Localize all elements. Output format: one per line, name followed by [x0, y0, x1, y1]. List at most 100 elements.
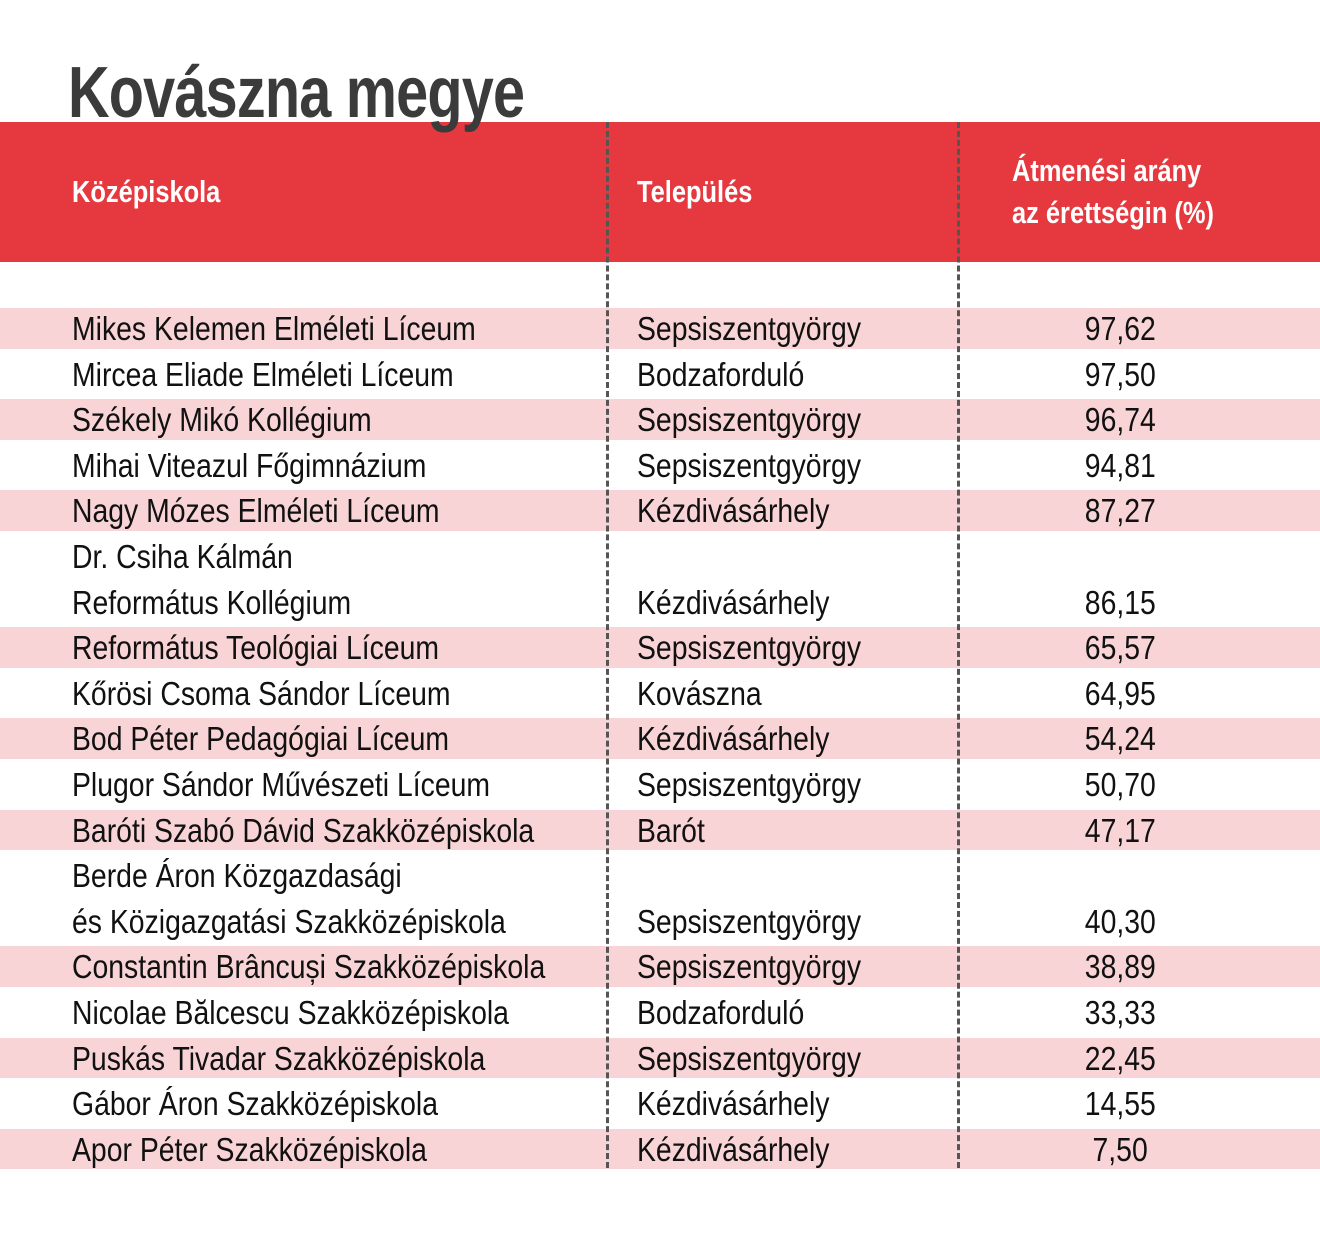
school-name: Székely Mikó Kollégium: [72, 397, 420, 443]
pass-rate: 38,89: [1000, 944, 1240, 990]
table-row: Református Teológiai Líceum Sepsiszentgyö…: [0, 625, 1320, 671]
header-rate-line2: az érettségin (%): [1012, 195, 1215, 230]
town-text: Sepsiszentgyörgy: [637, 902, 862, 940]
table-row: Constantin Brâncuși Szakközépiskola Sepsi…: [0, 944, 1320, 990]
table-row: Puskás Tivadar Szakközépiskola Sepsiszent…: [0, 1035, 1320, 1082]
pass-rate: 54,24: [1000, 716, 1240, 762]
town-text: Barót: [637, 811, 705, 849]
town: Sepsiszentgyörgy: [637, 443, 897, 489]
school-name: Mikes Kelemen Elméleti Líceum: [72, 306, 542, 352]
school-name-text: Mircea Eliade Elméleti Líceum: [72, 355, 454, 393]
school-name: Bod Péter Pedagógiai Líceum: [72, 716, 510, 762]
pass-rate-text: 65,57: [1084, 629, 1156, 667]
table-row: Plugor Sándor Művészeti Líceum Sepsiszent…: [0, 762, 1320, 808]
school-name-text: Kőrösi Csoma Sándor Líceum: [72, 674, 451, 712]
pass-rate-text: 7,50: [1092, 1130, 1148, 1168]
school-name: Református Teológiai Líceum: [72, 625, 499, 671]
school-name-text: Puskás Tivadar Szakközépiskola: [72, 1039, 486, 1077]
column-divider: [957, 122, 960, 1168]
school-name-text: Székely Mikó Kollégium: [72, 401, 372, 439]
table-row: Kőrösi Csoma Sándor Líceum Kovászna 64,95: [0, 671, 1320, 717]
pass-rate: 50,70: [1000, 762, 1240, 808]
pass-rate: 47,17: [1000, 808, 1240, 854]
pass-rate-text: 96,74: [1084, 401, 1156, 439]
town: Barót: [637, 808, 716, 854]
table-row: Gábor Áron Szakközépiskola Kézdivásárhely…: [0, 1081, 1320, 1127]
town-text: Bodzaforduló: [637, 355, 805, 393]
pass-rate: 94,81: [1000, 443, 1240, 489]
table-row: Nagy Mózes Elméleti Líceum Kézdivásárhely…: [0, 488, 1320, 534]
school-name-text: Református Teológiai Líceum: [72, 629, 440, 667]
pass-rate-text: 22,45: [1084, 1039, 1156, 1077]
school-name: Kőrösi Csoma Sándor Líceum: [72, 671, 512, 717]
pass-rate-text: 94,81: [1084, 446, 1156, 484]
school-name-text: Apor Péter Szakközépiskola: [72, 1130, 427, 1168]
header-rate-line1: Átmenési arány: [1012, 153, 1202, 188]
pass-rate-text: 40,30: [1084, 902, 1156, 940]
town: Bodzaforduló: [637, 352, 831, 398]
pass-rate-text: 97,62: [1084, 310, 1156, 347]
town: Sepsiszentgyörgy: [637, 306, 897, 352]
town-text: Sepsiszentgyörgy: [637, 310, 862, 347]
school-name: Gábor Áron Szakközépiskola: [72, 1081, 498, 1127]
pass-rate-text: 87,27: [1084, 492, 1156, 530]
header-school: Középiskola: [72, 174, 221, 209]
school-name-text: Gábor Áron Szakközépiskola: [72, 1085, 438, 1123]
table-row: Székely Mikó Kollégium Sepsiszentgyörgy 96…: [0, 397, 1320, 443]
school-name: Nicolae Bălcescu Szakközépiskola: [72, 990, 580, 1036]
table-row: Mihai Viteazul Főgimnázium Sepsiszentgyör…: [0, 443, 1320, 489]
school-name: Constantin Brâncuși Szakközépiskola: [72, 944, 622, 990]
pass-rate: 22,45: [1000, 1036, 1240, 1082]
town-text: Kovászna: [637, 674, 762, 712]
pass-rate-text: 86,15: [1084, 583, 1156, 621]
school-name: Puskás Tivadar Szakközépiskola: [72, 1036, 553, 1082]
pass-rate-text: 64,95: [1084, 674, 1156, 712]
town-text: Sepsiszentgyörgy: [637, 629, 862, 667]
school-name: Nagy Mózes Elméleti Líceum: [72, 488, 499, 534]
pass-rate: 87,27: [1000, 488, 1240, 534]
town: Bodzaforduló: [637, 990, 831, 1036]
pass-rate-text: 50,70: [1084, 765, 1156, 803]
town-text: Kézdivásárhely: [637, 1130, 830, 1168]
pass-rate-text: 54,24: [1084, 720, 1156, 758]
school-name-line1: Berde Áron Közgazdasági: [72, 857, 402, 895]
town: Kézdivásárhely: [637, 488, 861, 534]
pass-rate: 97,62: [1000, 306, 1240, 352]
school-name-text: Nicolae Bălcescu Szakközépiskola: [72, 993, 509, 1031]
town-text: Sepsiszentgyörgy: [637, 948, 862, 986]
town: Sepsiszentgyörgy: [637, 762, 897, 808]
table-row: Bod Péter Pedagógiai Líceum Kézdivásárhel…: [0, 716, 1320, 762]
table-header: Középiskola Település Átmenési arány az …: [0, 122, 1320, 262]
town-text: Sepsiszentgyörgy: [637, 1039, 862, 1077]
school-name: Berde Áron Közgazdasági és Közigazgatási …: [72, 853, 576, 944]
town: Kézdivásárhely: [637, 1127, 861, 1173]
town: Sepsiszentgyörgy: [637, 899, 897, 945]
town: Sepsiszentgyörgy: [637, 1036, 897, 1082]
table-row: Dr. Csiha Kálmán Református Kollégium Kézd…: [0, 534, 1320, 625]
town: Sepsiszentgyörgy: [637, 625, 897, 671]
school-name-text: Bod Péter Pedagógiai Líceum: [72, 720, 450, 758]
school-name-text: Mikes Kelemen Elméleti Líceum: [72, 310, 476, 347]
town-text: Kézdivásárhely: [637, 583, 830, 621]
header-town: Település: [637, 174, 753, 209]
town: Kovászna: [637, 671, 782, 717]
pass-rate: 14,55: [1000, 1081, 1240, 1127]
page-title: Kovászna megye: [68, 53, 525, 133]
school-name-text: Baróti Szabó Dávid Szakközépiskola: [72, 811, 535, 849]
school-name: Dr. Csiha Kálmán Református Kollégium: [72, 534, 397, 625]
school-name: Plugor Sándor Művészeti Líceum: [72, 762, 558, 808]
town: Kézdivásárhely: [637, 1081, 861, 1127]
pass-rate: 97,50: [1000, 352, 1240, 398]
pass-rate-text: 14,55: [1084, 1085, 1156, 1123]
pass-rate: 40,30: [1000, 899, 1240, 945]
header-rate: Átmenési arány az érettségin (%): [1012, 150, 1214, 234]
table-row: Apor Péter Szakközépiskola Kézdivásárhely…: [0, 1126, 1320, 1173]
town-text: Kézdivásárhely: [637, 492, 830, 530]
town: Sepsiszentgyörgy: [637, 944, 897, 990]
town: Kézdivásárhely: [637, 716, 861, 762]
pass-rate-text: 33,33: [1084, 993, 1156, 1031]
table-row: Mircea Eliade Elméleti Líceum Bodzafordul…: [0, 352, 1320, 398]
table-row: Berde Áron Közgazdasági és Közigazgatási …: [0, 853, 1320, 944]
school-name: Baróti Szabó Dávid Szakközépiskola: [72, 808, 609, 854]
pass-rate: 96,74: [1000, 397, 1240, 443]
